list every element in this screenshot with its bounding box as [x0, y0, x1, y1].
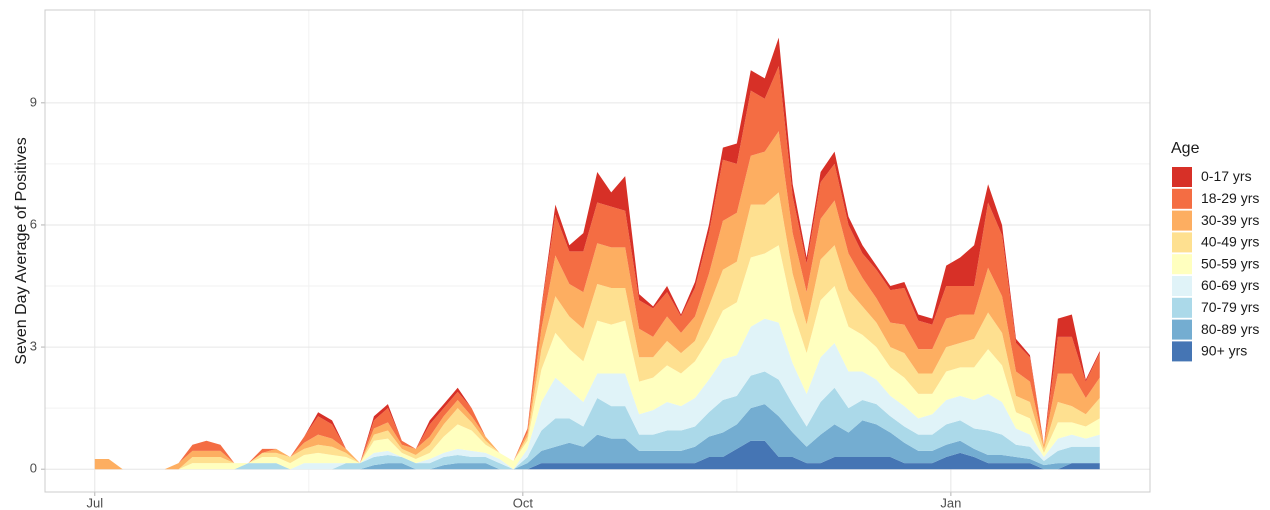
- area: [94, 318, 1100, 470]
- legend-swatch: [1172, 210, 1192, 231]
- area: [94, 404, 1100, 470]
- legend-label: 90+ yrs: [1201, 343, 1247, 359]
- legend-swatch: [1172, 188, 1192, 209]
- legend-label: 0-17 yrs: [1201, 168, 1252, 184]
- y-axis-title: Seven Day Average of Positives: [13, 137, 30, 364]
- area: [94, 440, 1100, 470]
- area: [94, 245, 1100, 470]
- legend-swatch: [1172, 319, 1192, 340]
- x-tick-label: Jul: [86, 495, 103, 510]
- legend-label: 50-59 yrs: [1201, 255, 1259, 271]
- panel-border: [44, 9, 1151, 493]
- area: [94, 371, 1100, 470]
- legend-swatch: [1172, 167, 1192, 187]
- legend-label: 18-29 yrs: [1201, 190, 1259, 206]
- legend-swatch: [1172, 276, 1192, 296]
- legend-label: 80-89 yrs: [1201, 321, 1259, 337]
- legend-label: 60-69 yrs: [1201, 277, 1259, 293]
- legend-label: 30-39 yrs: [1201, 212, 1259, 228]
- y-tick-label: 6: [30, 216, 37, 231]
- x-tick-label: Jan: [940, 495, 961, 510]
- legend-label: 40-49 yrs: [1201, 234, 1259, 250]
- legend-swatch: [1172, 297, 1192, 318]
- y-tick-label: 9: [30, 94, 37, 109]
- legend-title: Age: [1171, 140, 1200, 157]
- y-tick-label: 0: [30, 461, 37, 476]
- legend-label: 70-79 yrs: [1201, 299, 1259, 315]
- x-tick-label: Oct: [513, 495, 534, 510]
- legend-swatch: [1172, 254, 1192, 275]
- y-tick-label: 3: [30, 339, 37, 354]
- legend-swatch: [1172, 232, 1192, 253]
- legend-swatch: [1172, 341, 1192, 362]
